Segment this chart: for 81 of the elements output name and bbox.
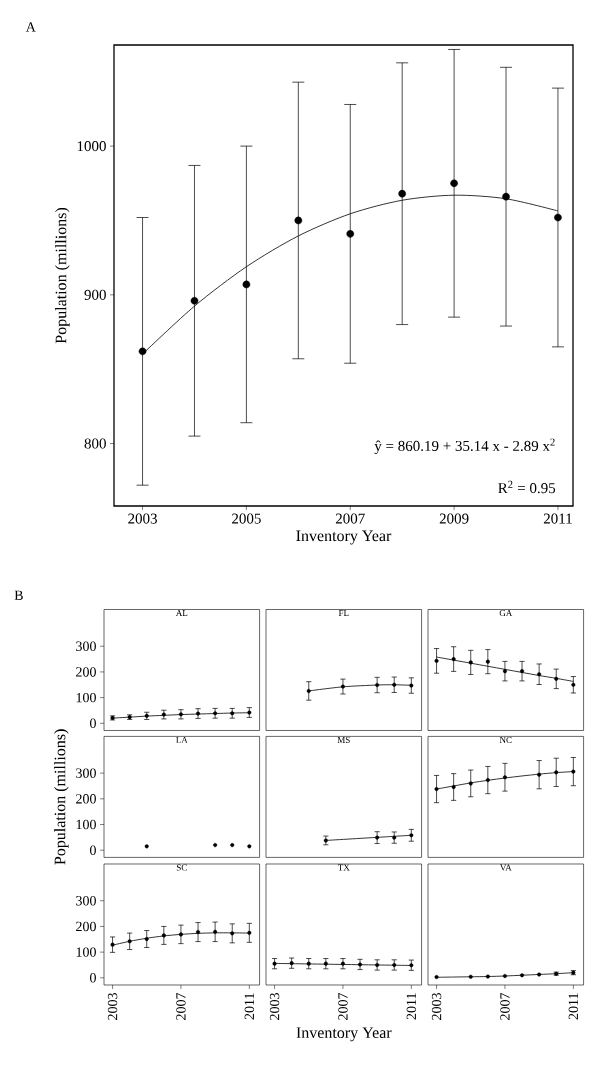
point	[127, 939, 132, 944]
point	[434, 787, 439, 792]
point	[502, 192, 510, 201]
text: B	[14, 590, 23, 600]
chart-title: LA	[176, 736, 188, 743]
y-tick-label: 300	[76, 896, 96, 906]
point	[450, 179, 458, 188]
x-tick-label: 2003	[431, 993, 442, 1020]
y-tick-label: 0	[90, 845, 96, 855]
x-tick-label: 2011	[406, 993, 417, 1020]
x-tick-label: 2007	[338, 992, 348, 1020]
x-tick-label: 2003	[269, 993, 280, 1020]
x-tick-label: 2003	[128, 513, 157, 524]
point	[537, 672, 542, 677]
point	[554, 770, 559, 775]
x-tick-label: 2003	[107, 993, 118, 1020]
point	[502, 775, 507, 780]
point	[554, 676, 559, 681]
chart-title: MS	[337, 736, 350, 743]
chart-title: GA	[499, 610, 513, 617]
chart-title: SC	[176, 864, 187, 871]
y-axis-title: Population (millions)	[55, 207, 70, 344]
point	[468, 660, 473, 665]
y-tick-label: 100	[76, 692, 96, 703]
point	[485, 778, 490, 783]
x-tick-label: 2007	[176, 992, 186, 1020]
point	[520, 669, 525, 674]
annotation: R$^{2}$ = 0.95	[498, 480, 556, 494]
chart-title: FL	[338, 610, 349, 616]
point	[138, 347, 147, 356]
point	[451, 785, 456, 789]
point	[213, 929, 218, 934]
chart-title: AL	[175, 610, 188, 616]
y-axis-title: Population (millions)	[54, 729, 69, 865]
point	[242, 280, 251, 289]
point	[451, 657, 456, 662]
x-axis-title: Inventory Year	[296, 530, 392, 545]
y-tick-label: 200	[76, 921, 96, 932]
point	[468, 781, 473, 786]
point	[144, 937, 149, 942]
point	[398, 189, 406, 198]
y-tick-label: 0	[90, 973, 96, 983]
x-tick-label: 2011	[543, 513, 572, 524]
point	[571, 769, 576, 774]
point	[178, 932, 183, 937]
chart-title: TX	[337, 864, 350, 871]
point	[294, 216, 303, 225]
point	[502, 669, 507, 674]
x-tick-label: 2011	[568, 993, 579, 1020]
y-tick-label: 0	[90, 718, 96, 729]
point	[485, 659, 490, 664]
x-tick-label: 2011	[244, 993, 255, 1020]
x-tick-label: 2007	[500, 992, 510, 1020]
chart-title: VA	[499, 864, 512, 871]
x-tick-label: 2007	[335, 513, 365, 524]
y-tick-label: 100	[76, 947, 96, 957]
point	[554, 213, 562, 222]
point	[571, 682, 576, 687]
y-tick-label: 200	[76, 794, 96, 804]
point	[110, 942, 115, 947]
y-tick-label: 200	[76, 667, 96, 677]
point	[190, 296, 199, 305]
point	[161, 933, 166, 938]
y-tick-label: 300	[76, 768, 96, 778]
y-tick-label: 900	[84, 289, 106, 300]
chart-title: NC	[499, 736, 512, 743]
y-tick-label: 800	[84, 438, 106, 449]
y-tick-label: 100	[76, 819, 96, 830]
chart-title: A	[25, 22, 36, 32]
x-tick-label: 2009	[439, 513, 469, 524]
y-tick-label: 1000	[77, 141, 106, 152]
point	[196, 930, 201, 935]
y-tick-label: 300	[76, 641, 96, 651]
annotation: ŷ = 860.19 + 35.14 x - 2.89 x$^{2}$	[374, 438, 555, 455]
x-tick-label: 2005	[232, 513, 261, 524]
point	[230, 931, 235, 936]
point	[346, 230, 355, 238]
point	[434, 658, 439, 663]
x-axis-title: Inventory Year	[296, 1027, 392, 1042]
point	[247, 930, 252, 935]
point	[537, 772, 542, 777]
